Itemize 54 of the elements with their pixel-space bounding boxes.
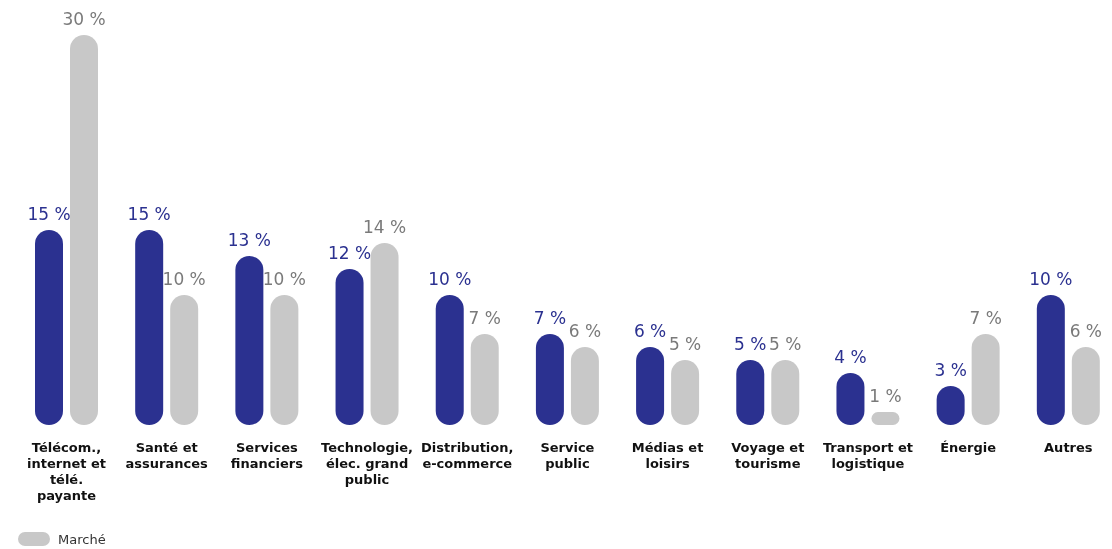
bar xyxy=(570,347,599,425)
data-label: 7 % xyxy=(468,308,501,328)
bar xyxy=(671,360,700,425)
bar xyxy=(1036,295,1065,425)
data-label: 10 % xyxy=(428,269,472,289)
bar xyxy=(235,256,264,425)
data-label: 10 % xyxy=(262,269,306,289)
data-label: 6 % xyxy=(568,321,602,341)
x-tick-label: Voyage et tourisme xyxy=(731,440,805,471)
bar xyxy=(135,230,164,425)
bar xyxy=(971,334,1000,425)
data-label: 3 % xyxy=(934,360,967,380)
data-label: 7 % xyxy=(533,308,567,328)
x-tick-label: Santé et assurances xyxy=(125,440,209,471)
data-label: 5 % xyxy=(668,334,702,354)
data-label: 13 % xyxy=(227,230,271,250)
bar xyxy=(70,35,98,425)
bar xyxy=(35,230,63,425)
bar xyxy=(470,334,499,425)
data-label: 4 % xyxy=(834,347,867,367)
x-tick-label: Médias et loisirs xyxy=(631,440,704,471)
data-label: 5 % xyxy=(734,334,767,354)
bar xyxy=(736,360,765,425)
bar xyxy=(170,295,199,425)
bar xyxy=(1071,347,1100,425)
data-label: 15 % xyxy=(127,204,171,224)
bar xyxy=(435,295,464,425)
x-tick-label: Technologie, élec. grand public xyxy=(321,440,414,487)
data-label: 14 % xyxy=(362,217,407,237)
data-label: 10 % xyxy=(1029,269,1073,289)
data-label: 6 % xyxy=(633,321,667,341)
data-label: 5 % xyxy=(769,334,802,354)
bar xyxy=(636,347,665,425)
x-tick-label: Transport et logistique xyxy=(822,440,913,471)
data-label: 12 % xyxy=(327,243,372,263)
x-tick-label: Service public xyxy=(540,440,595,471)
bar xyxy=(535,334,564,425)
bar xyxy=(335,269,364,425)
x-tick-label: Énergie xyxy=(940,440,997,455)
bar xyxy=(771,360,800,425)
bar xyxy=(270,295,299,425)
data-label: 15 % xyxy=(27,204,71,224)
x-tick-label: Services financiers xyxy=(230,440,304,471)
x-tick-label: Autres xyxy=(1044,440,1093,455)
legend-label: Marché xyxy=(58,532,106,547)
data-label: 10 % xyxy=(162,269,206,289)
data-label: 1 % xyxy=(869,386,902,406)
x-tick-label: Télécom., internet et télé. payante xyxy=(27,440,106,503)
bar xyxy=(370,243,399,425)
x-tick-label: Distribution, e-commerce xyxy=(421,440,514,471)
data-label: 6 % xyxy=(1069,321,1103,341)
bar xyxy=(871,412,900,425)
data-label: 7 % xyxy=(969,308,1002,328)
data-label: 30 % xyxy=(62,9,106,29)
